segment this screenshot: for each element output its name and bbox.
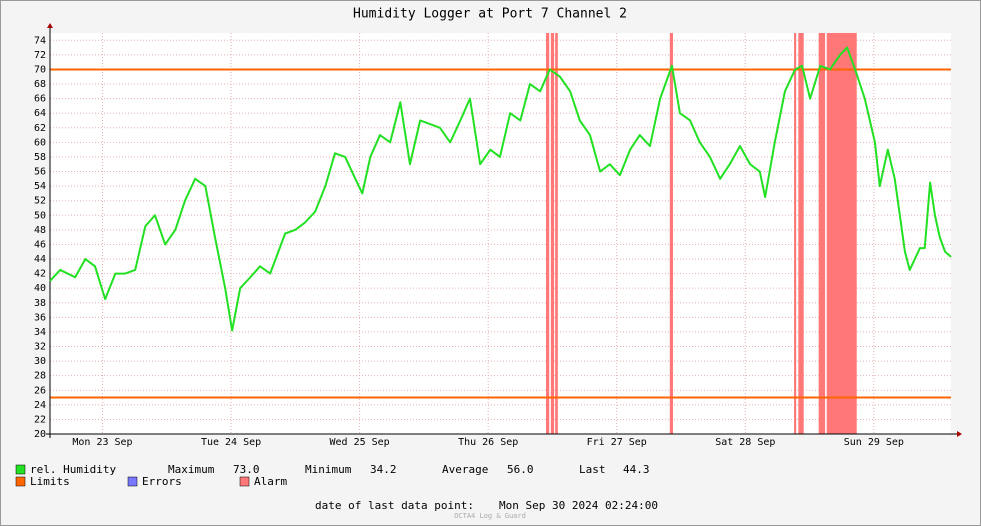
y-tick-label: 58 [34, 152, 46, 163]
alarm-band [794, 33, 797, 434]
y-tick-label: 28 [34, 371, 46, 382]
alarm-band [669, 33, 673, 434]
stat-value: 73.0 [233, 463, 260, 476]
legend-swatch [15, 476, 26, 487]
y-tick-label: 52 [34, 196, 46, 207]
y-tick-label: 74 [34, 35, 46, 46]
data-line [49, 46, 952, 332]
y-tick-label: 24 [34, 400, 46, 411]
y-tick-label: 62 [34, 123, 46, 134]
x-tick-label: Thu 26 Sep [458, 437, 518, 448]
y-tick-label: 70 [34, 64, 46, 75]
axis-arrow [957, 431, 962, 437]
alarm-band [826, 33, 857, 434]
y-tick-label: 42 [34, 269, 46, 280]
x-tick-label: Tue 24 Sep [201, 437, 261, 448]
chart-title: Humidity Logger at Port 7 Channel 2 [353, 7, 627, 22]
y-tick-label: 56 [34, 167, 46, 178]
legend-swatch [15, 464, 26, 475]
stat-name: Average [442, 463, 488, 476]
y-tick-label: 34 [34, 327, 46, 338]
y-tick-label: 30 [34, 356, 46, 367]
y-tick-label: 50 [34, 210, 46, 221]
x-tick-label: Mon 23 Sep [72, 437, 132, 448]
y-tick-label: 40 [34, 283, 46, 294]
y-tick-label: 36 [34, 312, 46, 323]
alarm-band [546, 33, 550, 434]
y-tick-label: 72 [34, 50, 46, 61]
watermark: OCTA4 Log & Guard [454, 512, 526, 520]
y-tick-label: 64 [34, 108, 46, 119]
x-tick-label: Wed 25 Sep [330, 437, 390, 448]
alarm-band [798, 33, 804, 434]
y-tick-label: 38 [34, 298, 46, 309]
y-tick-label: 32 [34, 342, 46, 353]
y-tick-label: 20 [34, 429, 46, 440]
footer-date: Mon Sep 30 2024 02:24:00 [499, 499, 658, 512]
y-tick-label: 54 [34, 181, 46, 192]
legend-label: Alarm [254, 475, 287, 488]
y-tick-label: 22 [34, 414, 46, 425]
y-tick-label: 44 [34, 254, 46, 265]
y-tick-label: 46 [34, 239, 46, 250]
footer-label: date of last data point: [315, 499, 474, 512]
stat-name: Minimum [305, 463, 352, 476]
alarm-band [818, 33, 826, 434]
x-tick-label: Sun 29 Sep [844, 437, 904, 448]
y-tick-label: 68 [34, 79, 46, 90]
x-tick-label: Fri 27 Sep [587, 437, 647, 448]
axis-arrow [47, 23, 53, 28]
y-tick-label: 60 [34, 137, 46, 148]
y-tick-label: 48 [34, 225, 46, 236]
plot: 20 22 24 26 28 30 32 34 36 38 40 42 44 46 48 50 52 54 56 58… [34, 23, 962, 448]
stat-value: 56.0 [507, 463, 534, 476]
legend-swatch [239, 476, 250, 487]
x-tick-label: Sat 28 Sep [715, 437, 775, 448]
legend-label: rel. Humidity [30, 463, 116, 476]
y-tick-label: 26 [34, 385, 46, 396]
stat-name: Last [579, 463, 606, 476]
legend-label: Limits [30, 475, 70, 488]
legend-swatch [127, 476, 138, 487]
alarm-band [550, 33, 555, 434]
plot-area [50, 33, 951, 434]
y-tick-label: 66 [34, 94, 46, 105]
alarm-band [555, 33, 558, 434]
legend-label: Errors [142, 475, 182, 488]
stat-value: 34.2 [370, 463, 397, 476]
stat-name: Maximum [168, 463, 215, 476]
stat-value: 44.3 [623, 463, 650, 476]
